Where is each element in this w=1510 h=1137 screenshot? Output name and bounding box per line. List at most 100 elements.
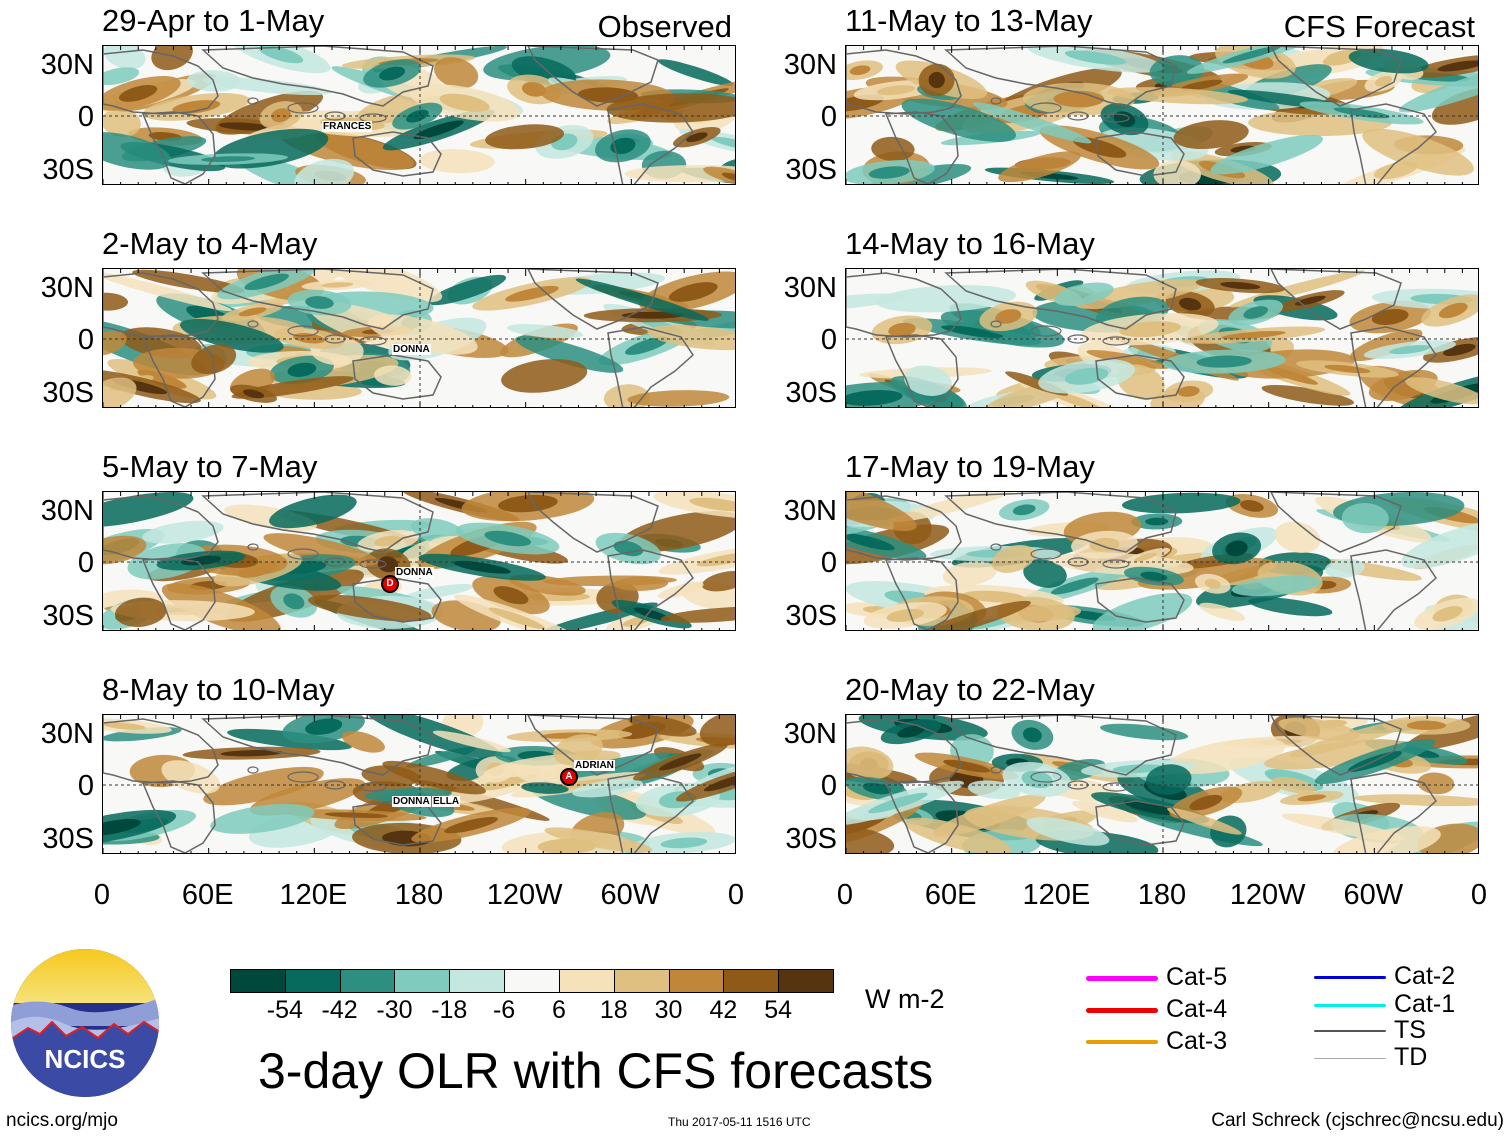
olr-anomaly-blob (103, 330, 127, 356)
olr-anomaly-blob (1107, 87, 1248, 105)
olr-anomaly-core (686, 132, 708, 143)
olr-anomaly-core (928, 71, 945, 89)
continent-outline (1095, 577, 1185, 623)
olr-anomaly-core (413, 120, 464, 140)
olr-anomaly-blob (572, 779, 643, 798)
olr-anomaly-core (1375, 76, 1393, 87)
olr-anomaly-core (995, 309, 1022, 324)
continent-outline (944, 492, 1177, 553)
island-outline (359, 782, 387, 792)
storm-label: ADRIAN (574, 760, 615, 771)
island-outline (1102, 559, 1130, 569)
track-legend-label: Cat-5 (1166, 963, 1228, 991)
olr-anomaly-blob (701, 571, 735, 592)
olr-map (846, 492, 1478, 630)
storm-symbol: D (381, 575, 399, 593)
colorbar-tick-label: 54 (764, 996, 793, 1024)
olr-anomaly-blob (991, 544, 1036, 573)
olr-anomaly-core (1050, 577, 1099, 595)
continent-outline (884, 780, 959, 853)
continent-outline (1350, 103, 1437, 184)
olr-anomaly-core (258, 46, 304, 64)
olr-anomaly-blob (403, 583, 474, 600)
colorbar-box (284, 969, 341, 993)
olr-anomaly-blob (904, 365, 952, 396)
olr-anomaly-core (1324, 364, 1371, 374)
olr-anomaly-blob (485, 124, 565, 150)
island-outline (359, 336, 387, 346)
island-outline (359, 559, 387, 569)
olr-anomaly-blob (115, 597, 167, 627)
lon-label: 60W (600, 879, 661, 911)
continent-outline (201, 492, 434, 553)
olr-anomaly-blob (904, 817, 1012, 853)
olr-anomaly-core (444, 816, 498, 834)
olr-anomaly-blob (501, 359, 588, 393)
olr-anomaly-core (484, 530, 531, 547)
olr-anomaly-core (943, 759, 991, 773)
lat-label: 30N (40, 272, 94, 304)
olr-anomaly-core (218, 122, 272, 131)
olr-map (103, 715, 735, 853)
olr-map-panel (845, 268, 1479, 408)
colorbar-box (449, 969, 506, 993)
storm-symbol: A (560, 768, 578, 786)
panel-title: 5-May to 7-May (102, 449, 318, 484)
logo-text: NCICS (45, 1044, 126, 1074)
continent-outline (141, 111, 216, 184)
olr-anomaly-blob (103, 108, 141, 138)
olr-map-panel (845, 45, 1479, 185)
lat-label: 30N (783, 49, 837, 81)
olr-anomaly-core (1438, 302, 1468, 319)
olr-anomaly-core (886, 608, 925, 622)
lon-label: 60E (181, 879, 234, 911)
colorbar-box (504, 969, 560, 993)
olr-anomaly-blob (1026, 817, 1110, 846)
olr-anomaly-blob (916, 600, 1031, 630)
olr-map-panel (845, 491, 1479, 631)
island-outline (1102, 782, 1130, 792)
lat-label: 0 (77, 324, 94, 356)
olr-anomaly-core (1225, 540, 1248, 557)
olr-anomaly-core (962, 590, 1026, 603)
island-outline (990, 320, 1002, 328)
olr-anomaly-blob (846, 746, 894, 780)
olr-anomaly-blob (432, 730, 511, 753)
olr-anomaly-blob (103, 492, 194, 528)
olr-anomaly-core (321, 282, 354, 288)
olr-map-panel (102, 45, 736, 185)
olr-anomaly-blob (1153, 160, 1201, 184)
olr-anomaly-core (577, 87, 639, 103)
olr-anomaly-blob (1264, 739, 1407, 770)
lat-label: 30N (783, 272, 837, 304)
continent-outline (607, 326, 694, 407)
continent-outline (1270, 492, 1402, 553)
olr-anomaly-core (172, 100, 221, 114)
colorbar-box (339, 969, 396, 993)
panel-title: 2-May to 4-May (102, 226, 318, 261)
olr-anomaly-core (659, 753, 702, 771)
lat-label: 30N (40, 495, 94, 527)
olr-anomaly-blob (1432, 607, 1478, 630)
olr-anomaly-blob (1324, 558, 1365, 578)
colorbar-box (394, 969, 451, 993)
lat-label: 30S (785, 154, 837, 186)
olr-map (846, 269, 1478, 407)
olr-anomaly-core (439, 93, 490, 112)
olr-anomaly-blob (103, 377, 137, 407)
olr-anomaly-core (1240, 500, 1264, 512)
olr-anomaly-core (668, 282, 718, 302)
olr-anomaly-blob (627, 390, 730, 407)
olr-anomaly-blob (269, 494, 357, 529)
olr-anomaly-core (1220, 281, 1261, 290)
continent-outline (103, 272, 219, 338)
continent-outline (944, 715, 1177, 776)
olr-anomaly-core (1437, 60, 1478, 72)
olr-anomaly-core (868, 166, 910, 179)
track-legend-line (1314, 1003, 1386, 1007)
lat-label: 0 (77, 547, 94, 579)
island-outline (287, 771, 319, 783)
island-outline (287, 325, 319, 337)
continent-outline (1350, 772, 1437, 853)
olr-anomaly-blob (374, 365, 412, 386)
